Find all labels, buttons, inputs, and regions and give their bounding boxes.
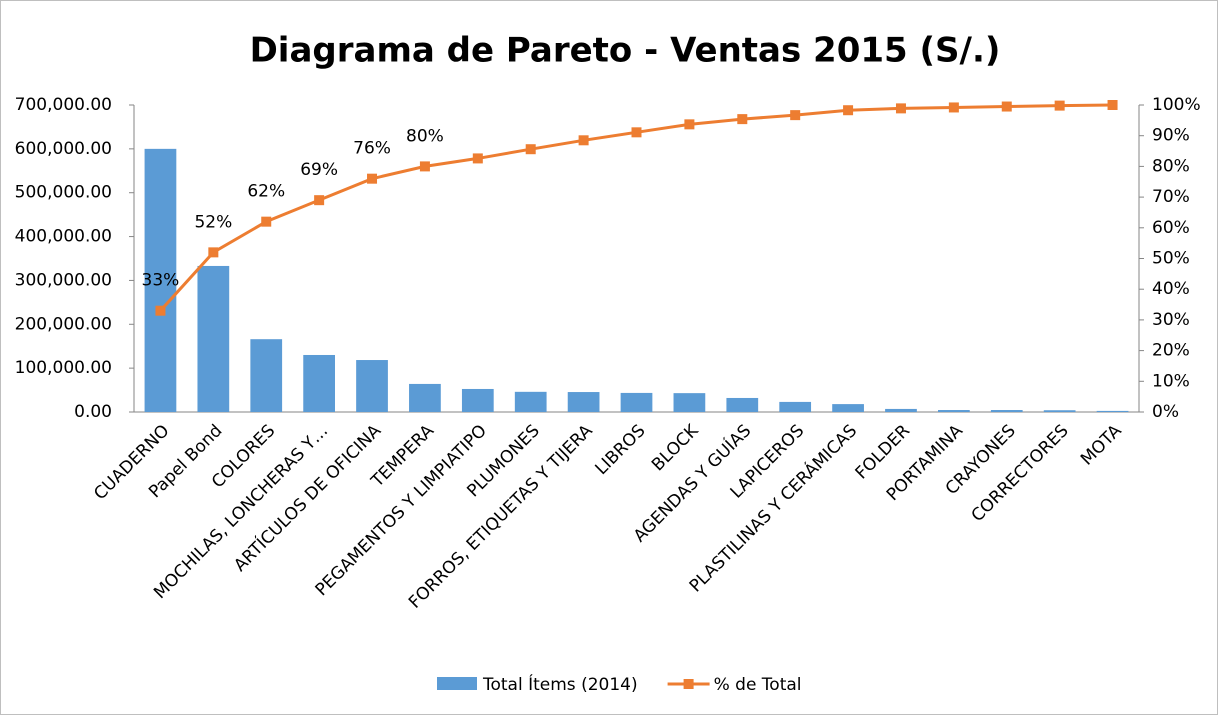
bar [726,397,759,412]
marker [684,119,695,130]
bar [144,148,177,412]
legend-swatch [437,677,477,690]
marker [419,161,430,172]
chart-title: Diagrama de Pareto - Ventas 2015 (S/.) [250,31,1001,71]
marker [895,103,906,114]
y-tick-label: 0.00 [74,402,112,422]
bar [303,354,335,412]
y2-tick-label: 70% [1152,187,1190,207]
y-tick-label: 300,000.00 [15,270,112,290]
y-tick-label: 200,000.00 [15,314,112,334]
marker [525,144,536,155]
legend-label: Total Ítems (2014) [482,673,638,695]
marker [1001,101,1012,112]
marker [367,173,378,184]
marker [261,216,272,227]
y2-tick-label: 50% [1152,249,1190,269]
bar [461,388,494,412]
bar [990,410,1023,412]
marker [208,247,219,258]
y-tick-label: 700,000.00 [15,95,112,115]
marker [578,135,589,146]
y-tick-label: 100,000.00 [15,358,112,378]
data-label: 69% [300,160,338,180]
bar [938,410,970,412]
bar [567,392,600,412]
data-label: 33% [142,271,180,291]
marker [790,110,801,121]
y2-tick-label: 80% [1152,156,1190,176]
marker [314,195,325,206]
marker [1054,100,1065,111]
bar [779,401,812,412]
marker [737,114,748,125]
bar [620,392,653,412]
bar [514,391,547,412]
y2-tick-label: 60% [1152,218,1190,238]
y2-tick-label: 100% [1152,95,1201,115]
y2-tick-label: 20% [1152,341,1190,361]
data-label: 62% [247,182,285,202]
marker [948,102,959,113]
legend-label: % de Total [714,675,802,695]
y2-tick-label: 0% [1152,402,1179,422]
bar [1043,410,1076,412]
marker [843,105,854,116]
data-label: 80% [406,126,444,146]
data-label: 76% [353,139,391,159]
bar [673,393,706,412]
data-label: 52% [194,212,232,232]
marker [631,127,642,138]
bar [356,360,388,412]
y2-tick-label: 90% [1152,126,1190,146]
bar [885,408,917,412]
bar [832,404,864,412]
y2-tick-label: 10% [1152,371,1190,391]
marker [472,153,483,164]
marker [155,305,166,316]
bar [197,265,230,412]
y-tick-label: 500,000.00 [15,183,112,203]
bar [250,339,283,412]
y-tick-label: 400,000.00 [15,227,112,247]
marker [1107,100,1118,110]
y-tick-label: 600,000.00 [15,139,112,159]
y2-tick-label: 30% [1152,310,1190,330]
bar [409,383,441,412]
legend-swatch [683,679,694,689]
y2-tick-label: 40% [1152,279,1190,299]
bar [1096,410,1129,412]
